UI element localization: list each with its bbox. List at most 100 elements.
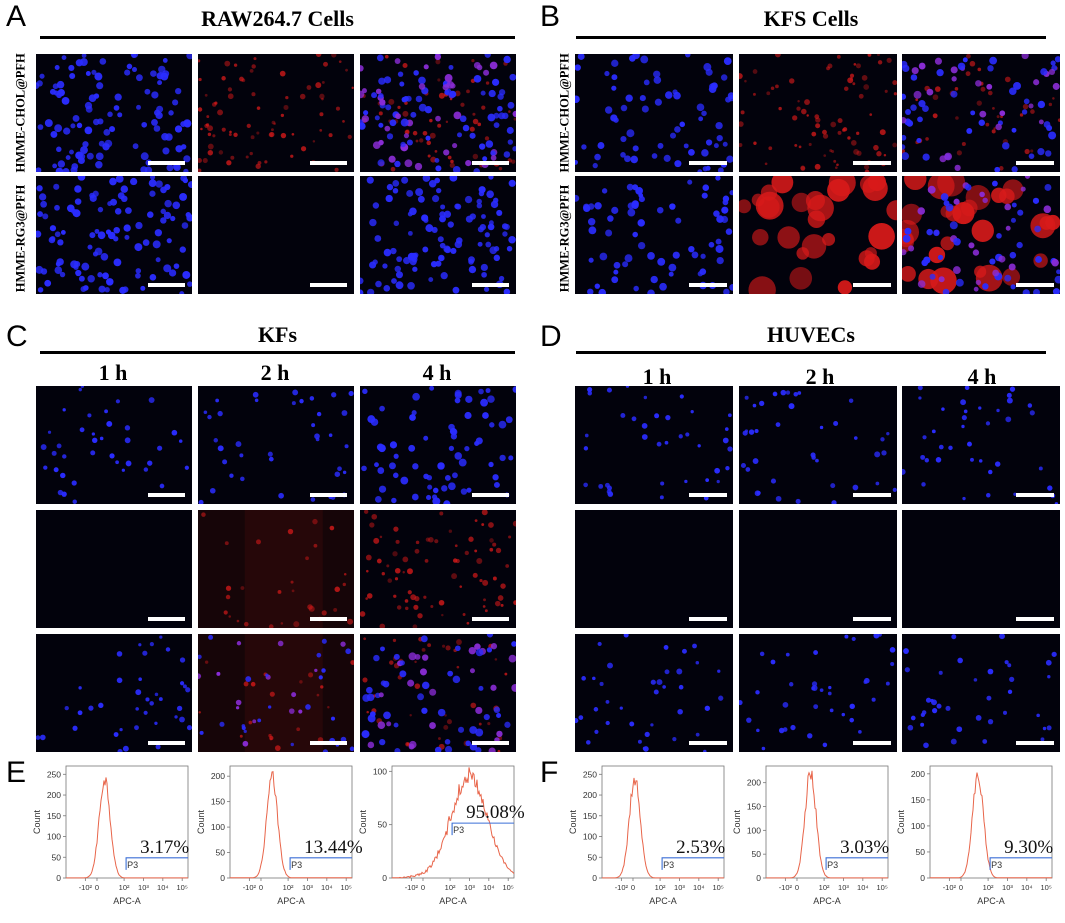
scale-bar xyxy=(1016,493,1054,497)
panel-c-rule xyxy=(40,351,515,354)
x-tick-label: 10³ xyxy=(138,883,149,892)
y-axis-label: Count xyxy=(196,810,206,835)
x-axis-label: APC-A xyxy=(813,896,841,906)
gate-label: P3 xyxy=(127,860,138,870)
panel-letter-f: F xyxy=(540,756,559,789)
x-tick-label: 10² xyxy=(283,883,294,892)
x-tick-label: 0 xyxy=(95,883,99,892)
panel-d-col-4h: 4 h xyxy=(967,364,997,389)
y-tick-label: 100 xyxy=(583,832,597,842)
gate-line xyxy=(825,857,888,870)
y-tick-label: 250 xyxy=(583,769,597,779)
y-tick-label: 200 xyxy=(211,771,225,781)
percent-label: 95.08% xyxy=(466,802,525,823)
panel-a-image-r2-c3 xyxy=(360,176,516,294)
panel-a-image-r2-c2 xyxy=(198,176,354,294)
y-tick-label: 50 xyxy=(588,852,598,862)
scale-bar xyxy=(148,741,185,745)
panel-b-title: KFS Cells xyxy=(763,6,859,31)
histogram-e-1: 0 50 100 150 200 250 -10² 0 10² 10³ 10⁴ 10⁵ Count APC… xyxy=(30,762,190,918)
panel-letter-a: A xyxy=(6,0,27,33)
y-tick-label: 100 xyxy=(211,822,225,832)
scale-bar xyxy=(853,161,891,165)
panel-d-image-r3-c1 xyxy=(575,634,733,752)
panel-c-image-r2-c2 xyxy=(198,510,354,628)
scale-bar xyxy=(472,741,509,745)
panel-c-image-r2-c3 xyxy=(360,510,516,628)
panel-d-image-r1-c2 xyxy=(739,386,897,504)
histogram-curve xyxy=(66,777,188,879)
panel-d-col-2h: 2 h xyxy=(805,364,835,389)
gate-line xyxy=(451,822,514,836)
scale-bar xyxy=(472,161,509,165)
scale-bar xyxy=(689,617,727,621)
y-tick-label: 100 xyxy=(911,821,925,831)
x-axis-label: APC-A xyxy=(439,896,467,906)
x-tick-label: 10³ xyxy=(1002,883,1013,892)
x-tick-label: 0 xyxy=(259,883,263,892)
y-tick-label: 50 xyxy=(752,849,762,859)
gate-line xyxy=(125,857,188,870)
x-tick-label: 10² xyxy=(983,883,994,892)
x-axis-label: APC-A xyxy=(113,896,141,906)
y-tick-label: 100 xyxy=(747,825,761,835)
panel-letter-c: C xyxy=(6,320,28,353)
x-tick-label: 10⁴ xyxy=(857,883,869,892)
panel-a-image-r1-c1 xyxy=(36,54,192,172)
panel-c-col-4h: 4 h xyxy=(422,360,452,385)
scale-bar xyxy=(472,617,509,621)
x-tick-label: 10³ xyxy=(302,883,313,892)
x-tick-label: 10³ xyxy=(674,883,685,892)
x-tick-label: 10³ xyxy=(464,883,475,892)
panel-c-image-r2-c1 xyxy=(36,510,192,628)
y-tick-label: 50 xyxy=(216,848,226,858)
panel-d-image-r1-c1 xyxy=(575,386,733,504)
gate-line xyxy=(289,857,352,870)
y-tick-label: 0 xyxy=(756,873,761,883)
y-tick-label: 200 xyxy=(583,790,597,800)
y-tick-label: 150 xyxy=(211,797,225,807)
panel-a-image-r1-c3 xyxy=(360,54,516,172)
panel-d-image-r2-c3 xyxy=(902,510,1060,628)
x-axis-label: APC-A xyxy=(977,896,1005,906)
panel-letter-d: D xyxy=(540,320,562,353)
y-axis-label: Count xyxy=(32,810,42,835)
x-tick-label: 10⁵ xyxy=(176,883,187,892)
y-tick-label: 200 xyxy=(47,790,61,800)
panel-d-image-r3-c2 xyxy=(739,634,897,752)
x-tick-label: 10⁵ xyxy=(876,883,887,892)
panel-c-image-r3-c2 xyxy=(198,634,354,752)
gate-line xyxy=(989,857,1052,870)
panel-a-row-label-2: HMME-RG3@PFH xyxy=(13,184,28,293)
x-tick-label: 10² xyxy=(655,883,666,892)
scale-bar xyxy=(689,161,727,165)
panel-b-image-r1-c3 xyxy=(902,54,1060,172)
scale-bar xyxy=(472,493,509,497)
y-tick-label: 50 xyxy=(52,852,62,862)
percent-label: 3.17% xyxy=(140,837,189,858)
panel-c-title: KFs xyxy=(257,322,298,347)
panel-b-image-r2-c3 xyxy=(902,176,1060,294)
x-tick-label: -10² xyxy=(943,883,957,892)
y-tick-label: 100 xyxy=(47,832,61,842)
scale-bar xyxy=(148,283,185,287)
y-tick-label: 150 xyxy=(911,795,925,805)
x-tick-label: -10² xyxy=(405,883,419,892)
gate-label: P3 xyxy=(663,860,674,870)
x-axis-label: APC-A xyxy=(277,896,305,906)
x-tick-label: -10² xyxy=(615,883,629,892)
y-tick-label: 50 xyxy=(916,847,926,857)
panel-d-image-r1-c3 xyxy=(902,386,1060,504)
histogram-curve xyxy=(602,777,724,879)
histogram-f-3: 0 50 100 150 200 -10² 0 10² 10³ 10⁴ 10⁵ Count APC-A P… xyxy=(894,762,1054,918)
scale-bar xyxy=(1016,617,1054,621)
panel-c-image-r1-c1 xyxy=(36,386,192,504)
scale-bar xyxy=(853,493,891,497)
x-tick-label: 10⁵ xyxy=(502,883,513,892)
y-axis-label: Count xyxy=(568,810,578,835)
scale-bar xyxy=(148,493,185,497)
y-tick-label: 0 xyxy=(56,873,61,883)
scale-bar xyxy=(148,617,185,621)
histogram-curve xyxy=(930,772,1052,879)
panel-b-row-label-2: HMME-RG3@PFH xyxy=(557,184,572,293)
